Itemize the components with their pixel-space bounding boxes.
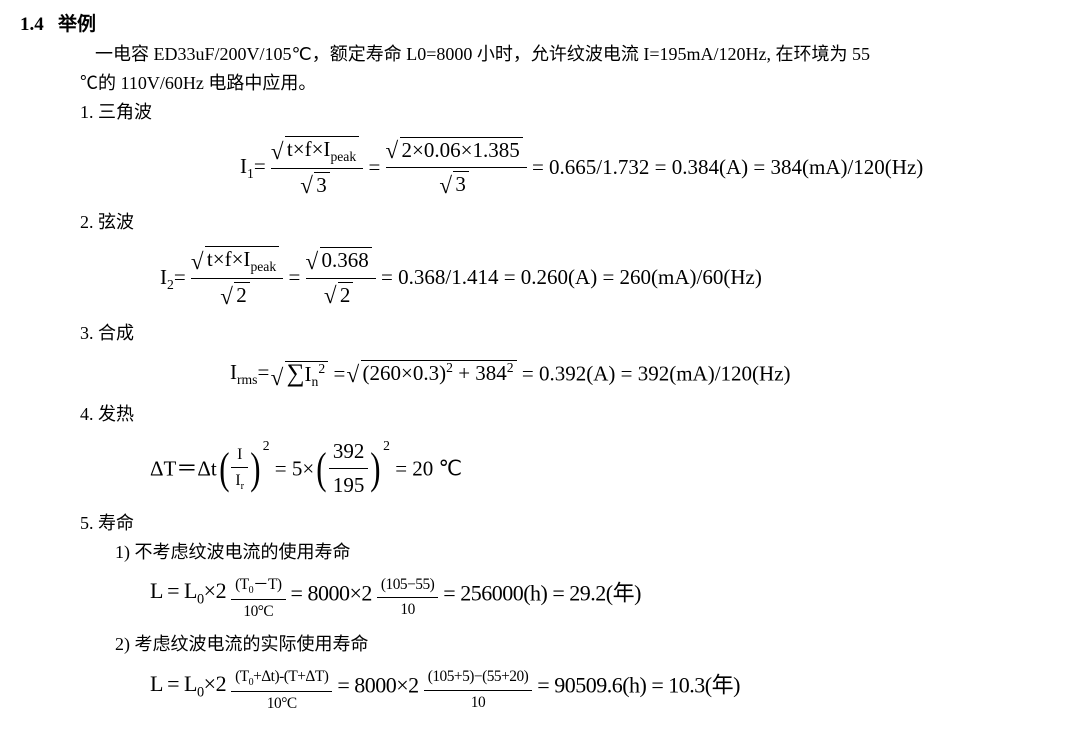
step-1-equation: I1= t×f×Ipeak 3 = 2×0.06×1.385 3 = 0.665… — [20, 133, 1060, 203]
step-5-sub2-label: 2) 考虑纹波电流的实际使用寿命 — [20, 630, 1060, 659]
intro-line-1: 一电容 ED33uF/200V/105℃，额定寿命 L0=8000 小时，允许纹… — [20, 40, 1060, 69]
step-5-equation-1: L = L0×2 (T0－T)10°C = 8000×2 (105−55)10 … — [20, 573, 1060, 625]
step-5-label: 5. 寿命 — [20, 509, 1060, 538]
step-4-result: = 20 ℃ — [395, 456, 462, 480]
intro-line-2: ℃的 110V/60Hz 电路中应用。 — [20, 69, 1060, 98]
step-4-equation: ΔT＝Δt(IIr)2 = 5×(392195)2 = 20 ℃ — [20, 435, 1060, 503]
var-i1: I — [240, 154, 247, 178]
step-3-result: = 0.392(A) = 392(mA)/120(Hz) — [522, 361, 791, 385]
step-2-label: 2. 弦波 — [20, 208, 1060, 237]
section-number: 1.4 — [20, 14, 44, 35]
step-1-result: = 0.665/1.732 = 0.384(A) = 384(mA)/120(H… — [532, 155, 923, 179]
section-title-text: 举例 — [58, 14, 96, 35]
step-3-equation: Irms= ∑In2 = (260×0.3)2 + 3842 = 0.392(A… — [20, 354, 1060, 394]
step-1-label: 1. 三角波 — [20, 98, 1060, 127]
step-4-label: 4. 发热 — [20, 400, 1060, 429]
step-2-equation: I2= t×f×Ipeak 2 = 0.368 2 = 0.368/1.414 … — [20, 243, 1060, 313]
step-2-result: = 0.368/1.414 = 0.260(A) = 260(mA)/60(Hz… — [381, 265, 762, 289]
step-5-equation-2: L = L0×2 (T0+Δt)-(T+ΔT)10°C = 8000×2 (10… — [20, 665, 1060, 717]
step-5-sub1-label: 1) 不考虑纹波电流的使用寿命 — [20, 538, 1060, 567]
section-heading: 1.4 举例 — [20, 10, 1060, 40]
step-5-result-2: = 90509.6(h) = 10.3(年) — [537, 672, 740, 697]
step-3-label: 3. 合成 — [20, 319, 1060, 348]
step-5-result-1: = 256000(h) = 29.2(年) — [443, 580, 641, 605]
